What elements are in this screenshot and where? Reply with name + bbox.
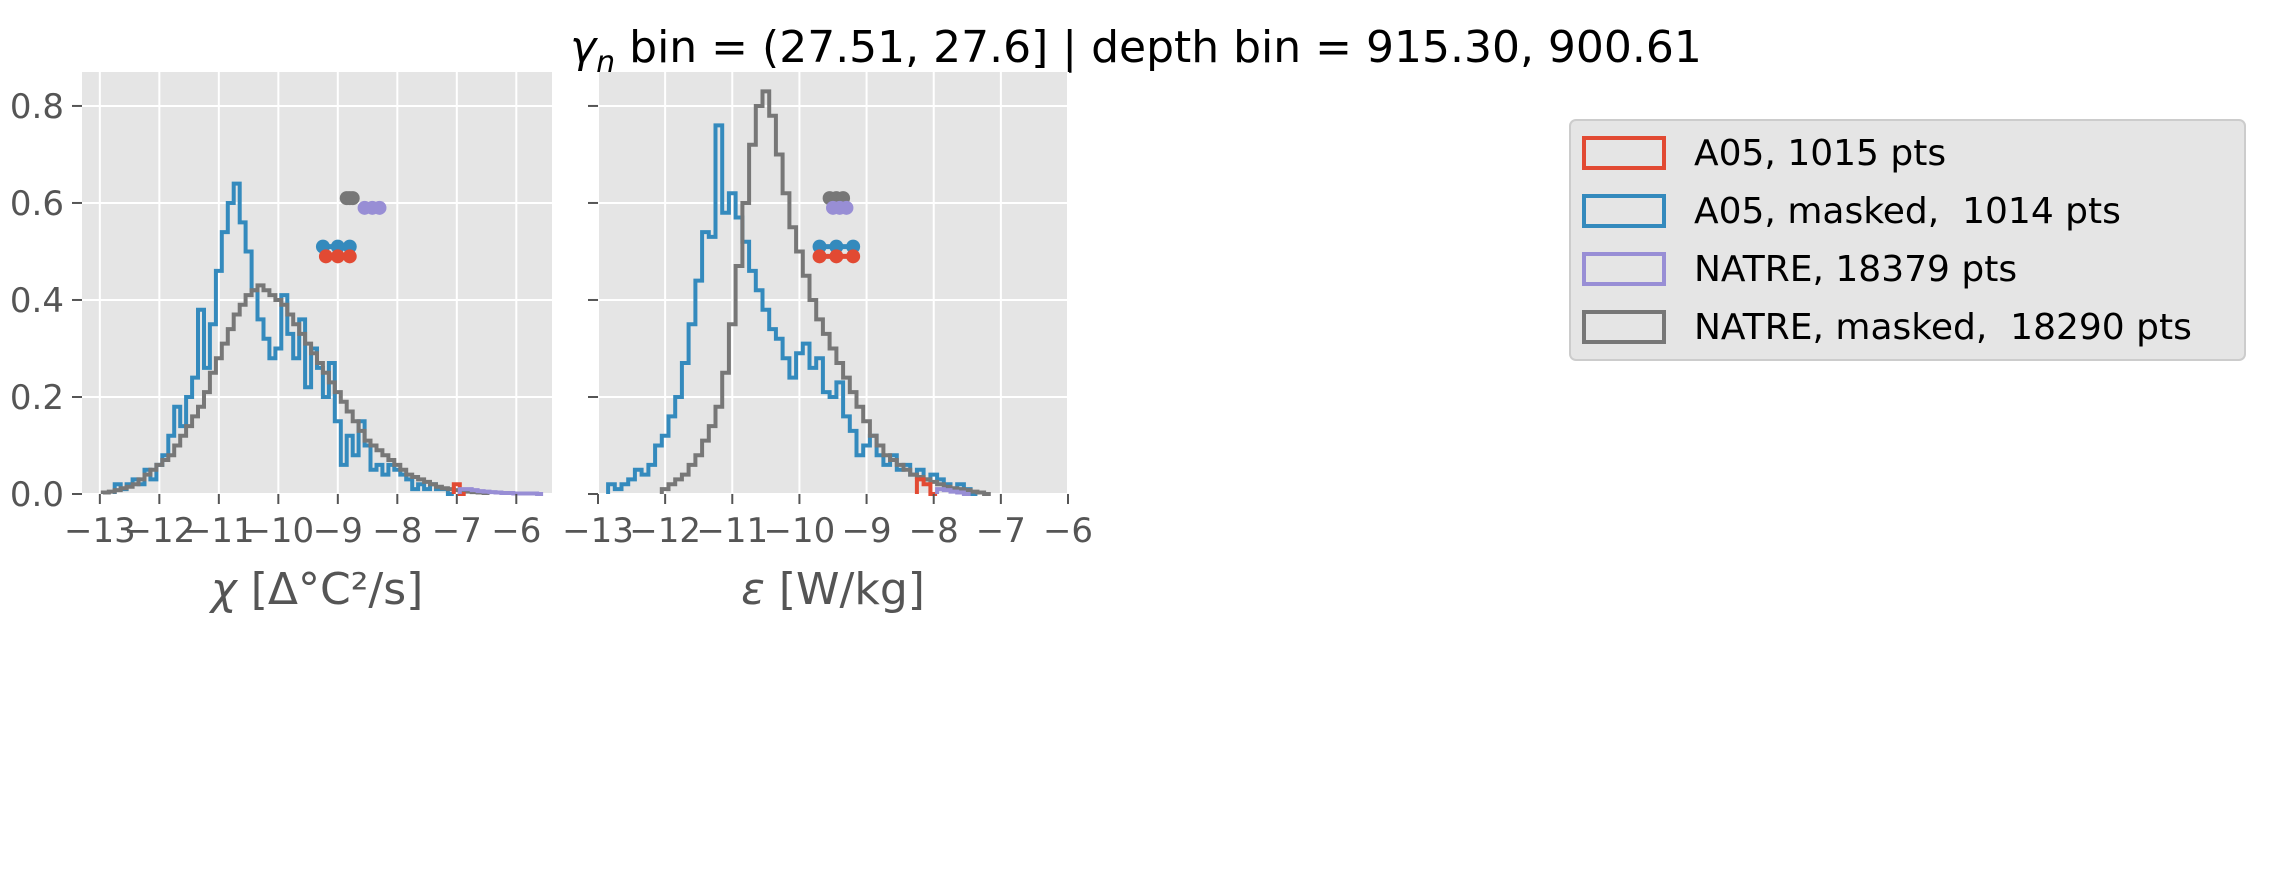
eps-xtick-label: −7 <box>976 511 1026 551</box>
chi-plot-area <box>82 72 552 494</box>
legend-entry-a05: A05, 1015 pts <box>1582 133 1946 174</box>
eps-xaxis-label: ε [W/kg] <box>741 564 925 615</box>
title-symbol-subscript: n <box>596 45 615 80</box>
chi-xaxis-symbol: χ <box>209 564 239 615</box>
chi-ytick-label: 0.6 <box>10 184 64 224</box>
legend-entry-a05-masked: A05, masked, 1014 pts <box>1582 191 2121 232</box>
eps-series-a05 <box>914 477 938 496</box>
chi-xtick-label: −13 <box>64 511 136 551</box>
eps-xtick-label: −12 <box>629 511 701 551</box>
eps-marker-point-a05 <box>829 249 844 264</box>
chi-ytick-label: 0.8 <box>10 87 64 127</box>
title-text: bin = (27.51, 27.6] | depth bin = 915.30… <box>629 22 1702 73</box>
legend-swatch-a05 <box>1582 136 1666 170</box>
eps-series-natre <box>935 487 971 496</box>
eps-xaxis-unit: [W/kg] <box>765 564 925 615</box>
legend-label-a05: A05, 1015 pts <box>1694 133 1946 174</box>
legend-label-natre: NATRE, 18379 pts <box>1694 249 2017 290</box>
chi-ytick-label: 0.4 <box>10 281 64 321</box>
chi-marker-point-a05-masked <box>342 239 357 254</box>
chi-histogram-panel: −13−12−11−10−9 −8 −7 −6 0.0 0.2 0.4 0.6 0.8 χ [Δ°… <box>10 72 552 615</box>
chi-xtick-label: −6 <box>491 511 541 551</box>
legend: A05, 1015 pts A05, masked, 1014 pts NATR… <box>1569 119 2246 361</box>
eps-xtick-label: −9 <box>842 511 892 551</box>
chi-xtick-label: −8 <box>372 511 422 551</box>
chi-xtick-label: −9 <box>313 511 363 551</box>
chi-marker-point-a05-masked <box>330 239 345 254</box>
chi-xaxis-unit: [Δ°C²/s] <box>237 564 424 615</box>
chi-series-natre <box>457 487 544 496</box>
eps-xtick-label: −8 <box>909 511 959 551</box>
legend-swatch-a05-masked <box>1582 194 1666 228</box>
chi-ytick-label: 0.0 <box>10 475 64 515</box>
chi-xtick-label: −10 <box>242 511 314 551</box>
chi-ytick-label: 0.2 <box>10 378 64 418</box>
eps-xtick-label: −6 <box>1043 511 1093 551</box>
eps-series-natre-masked <box>659 89 991 496</box>
legend-swatch-natre-masked <box>1582 310 1666 344</box>
eps-xtick-label: −13 <box>562 511 634 551</box>
legend-label-natre-masked: NATRE, masked, 18290 pts <box>1694 307 2192 348</box>
chi-marker-point-a05 <box>330 249 345 264</box>
eps-xtick-label: −11 <box>696 511 768 551</box>
chi-xtick-label: −12 <box>123 511 195 551</box>
eps-marker-point-a05-masked <box>812 239 827 254</box>
eps-xaxis-symbol: ε <box>741 564 765 615</box>
eps-marker-point-a05 <box>846 249 861 264</box>
legend-entry-natre-masked: NATRE, masked, 18290 pts <box>1582 307 2192 348</box>
chi-marker-point-natre <box>372 200 387 215</box>
chi-xtick-label: −11 <box>183 511 255 551</box>
legend-label-a05-masked: A05, masked, 1014 pts <box>1694 191 2121 232</box>
chi-xaxis-label: χ [Δ°C²/s] <box>209 564 424 615</box>
chi-marker-point-a05 <box>342 249 357 264</box>
eps-marker-point-natre <box>839 200 854 215</box>
legend-frame <box>1569 119 2246 361</box>
chi-series-natre-masked <box>100 283 490 495</box>
title-symbol: γ <box>570 22 598 73</box>
legend-swatch-natre <box>1582 252 1666 286</box>
eps-xtick-label: −10 <box>764 511 836 551</box>
eps-plot-area <box>598 72 1068 494</box>
chi-xtick-label: −7 <box>432 511 482 551</box>
chi-marker-point-natre-masked <box>345 191 360 206</box>
eps-marker-point-a05 <box>812 249 827 264</box>
eps-marker-point-a05-masked <box>829 239 844 254</box>
eps-marker-point-a05-masked <box>846 239 861 254</box>
legend-entry-natre: NATRE, 18379 pts <box>1582 249 2017 290</box>
figure-title: γn bin = (27.51, 27.6] | depth bin = 915… <box>570 22 1702 80</box>
epsilon-histogram-panel: −13−12−11−10 −9 −8 −7 −6 ε [W/kg] <box>562 72 1093 615</box>
chi-marker-point-a05 <box>318 249 333 264</box>
